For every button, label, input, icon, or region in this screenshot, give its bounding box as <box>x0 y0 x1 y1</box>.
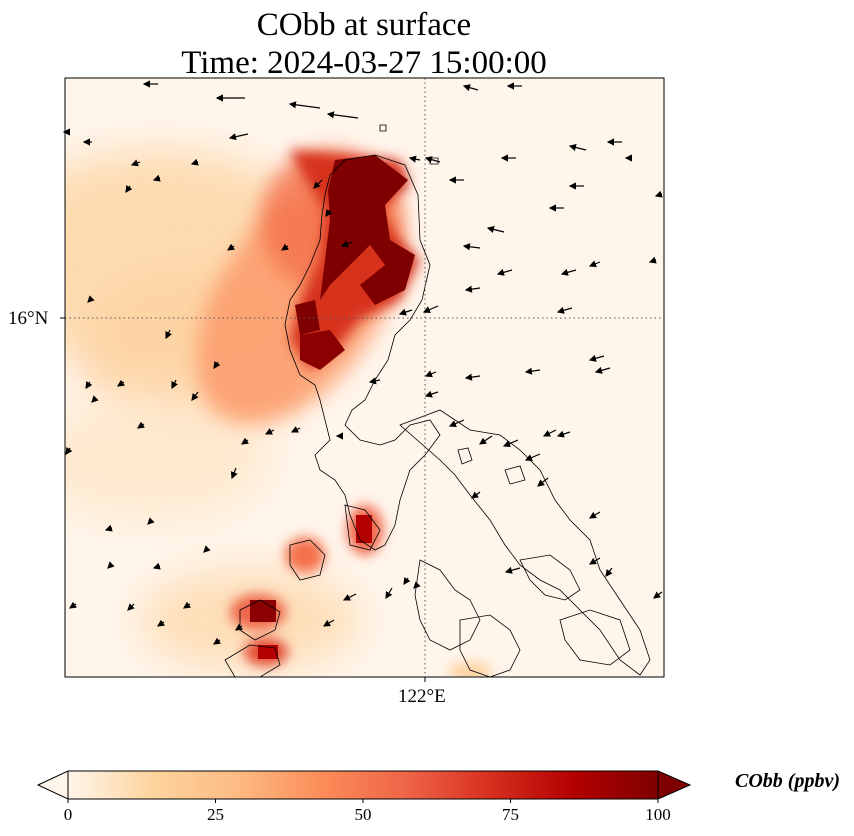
latitude-label: 16°N <box>8 308 49 329</box>
wind-arrow <box>203 545 211 553</box>
longitude-label: 122°E <box>398 686 446 707</box>
wind-arrow <box>227 243 235 251</box>
wind-arrow <box>486 225 505 233</box>
wind-arrow <box>556 430 571 438</box>
wind-arrow <box>130 159 141 167</box>
wind-arrow <box>448 419 465 427</box>
wind-arrow <box>117 379 125 387</box>
colorbar-tick-label: 100 <box>645 805 671 824</box>
wind-arrow <box>290 426 301 433</box>
wind-arrow <box>368 377 381 385</box>
wind-arrow <box>241 437 249 445</box>
wind-arrow <box>524 453 541 461</box>
wind-arrow <box>313 179 323 189</box>
wind-arrow <box>340 240 353 248</box>
wind-arrow <box>235 623 243 631</box>
map-subtitle-time: Time: 2024-03-27 15:00:00 <box>181 45 547 81</box>
wind-vectors <box>62 80 663 645</box>
colorbar <box>36 770 692 803</box>
wind-arrow <box>127 603 135 611</box>
wind-arrow <box>91 395 99 403</box>
wind-arrow <box>165 329 172 340</box>
wind-arrow <box>288 101 321 109</box>
wind-arrow <box>403 577 411 585</box>
wind-arrow <box>424 156 441 164</box>
wind-arrow <box>104 524 113 532</box>
wind-arrow <box>152 174 161 182</box>
wind-arrow <box>190 158 199 166</box>
wind-arrow <box>264 428 275 435</box>
colorbar-label: CObb (ppbv) <box>735 770 840 792</box>
wind-arrow <box>191 391 199 401</box>
wind-arrow <box>424 390 439 398</box>
wind-arrow <box>524 367 541 375</box>
wind-arrow <box>479 435 493 445</box>
wind-arrow <box>464 373 481 381</box>
wind-arrow <box>85 381 93 389</box>
colorbar-extend-min <box>36 770 69 800</box>
wind-arrow <box>504 566 521 574</box>
colorbar-tick-label: 50 <box>354 805 372 824</box>
wind-arrow <box>471 491 481 499</box>
wind-arrow <box>594 366 611 374</box>
wind-arrow <box>588 557 601 565</box>
wind-arrow <box>398 308 413 316</box>
wind-arrow <box>230 467 238 480</box>
wind-arrow <box>654 190 663 198</box>
wind-arrow <box>107 561 115 569</box>
wind-arrow <box>653 591 663 599</box>
wind-arrow <box>213 637 221 645</box>
wind-arrow <box>157 619 165 627</box>
wind-arrow <box>424 370 437 378</box>
wind-arrow <box>588 354 605 362</box>
wind-arrow <box>542 429 557 437</box>
wind-arrow <box>171 379 178 390</box>
wind-arrow <box>462 84 479 92</box>
wind-arrow <box>408 155 421 163</box>
wind-arrow <box>152 562 161 570</box>
colorbar-extend-max <box>657 770 692 800</box>
wind-arrow <box>605 567 613 577</box>
wind-arrow <box>322 619 335 627</box>
wind-arrow <box>69 601 77 609</box>
wind-arrow <box>568 143 587 151</box>
colorbar-tick-label: 25 <box>207 805 224 824</box>
wind-arrow <box>385 587 393 600</box>
colorbar-tick-label: 0 <box>63 805 73 824</box>
wind-arrow <box>496 268 513 276</box>
wind-arrow <box>183 601 191 609</box>
wind-arrow <box>325 209 333 217</box>
colorbar-body <box>67 770 659 800</box>
wind-arrow <box>502 439 519 447</box>
wind-arrow <box>281 243 289 251</box>
wind-arrow <box>87 295 95 303</box>
wind-arrow <box>326 111 359 119</box>
wind-arrow <box>137 421 145 429</box>
map-title: CObb at surface <box>256 7 472 43</box>
wind-arrow <box>213 361 221 369</box>
wind-arrow <box>65 447 73 455</box>
wind-arrow <box>537 477 549 487</box>
concentration-field <box>65 78 664 677</box>
wind-arrow <box>342 593 357 601</box>
wind-arrow <box>147 517 155 525</box>
wind-arrow <box>413 581 421 589</box>
wind-arrow <box>560 268 577 276</box>
colorbar-tick-label: 75 <box>502 805 519 824</box>
wind-arrow <box>588 511 601 519</box>
wind-arrow <box>125 185 133 193</box>
wind-arrow <box>462 243 481 251</box>
wind-arrow <box>648 256 657 264</box>
wind-arrow <box>228 133 249 141</box>
wind-arrow <box>588 260 601 268</box>
wind-arrow <box>422 305 439 313</box>
wind-arrow <box>556 306 573 314</box>
map-frame <box>64 77 665 678</box>
wind-arrow <box>464 285 481 293</box>
graticule <box>65 78 664 677</box>
